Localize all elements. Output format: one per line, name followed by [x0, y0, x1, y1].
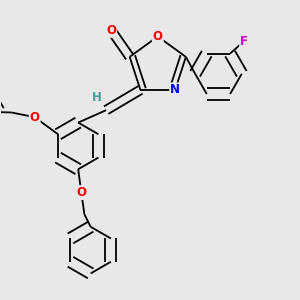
Text: F: F: [240, 34, 248, 48]
Text: O: O: [30, 111, 40, 124]
Text: O: O: [76, 186, 86, 199]
Text: H: H: [92, 91, 102, 104]
Text: O: O: [153, 30, 163, 43]
Text: N: N: [170, 83, 180, 96]
Text: O: O: [106, 24, 116, 37]
